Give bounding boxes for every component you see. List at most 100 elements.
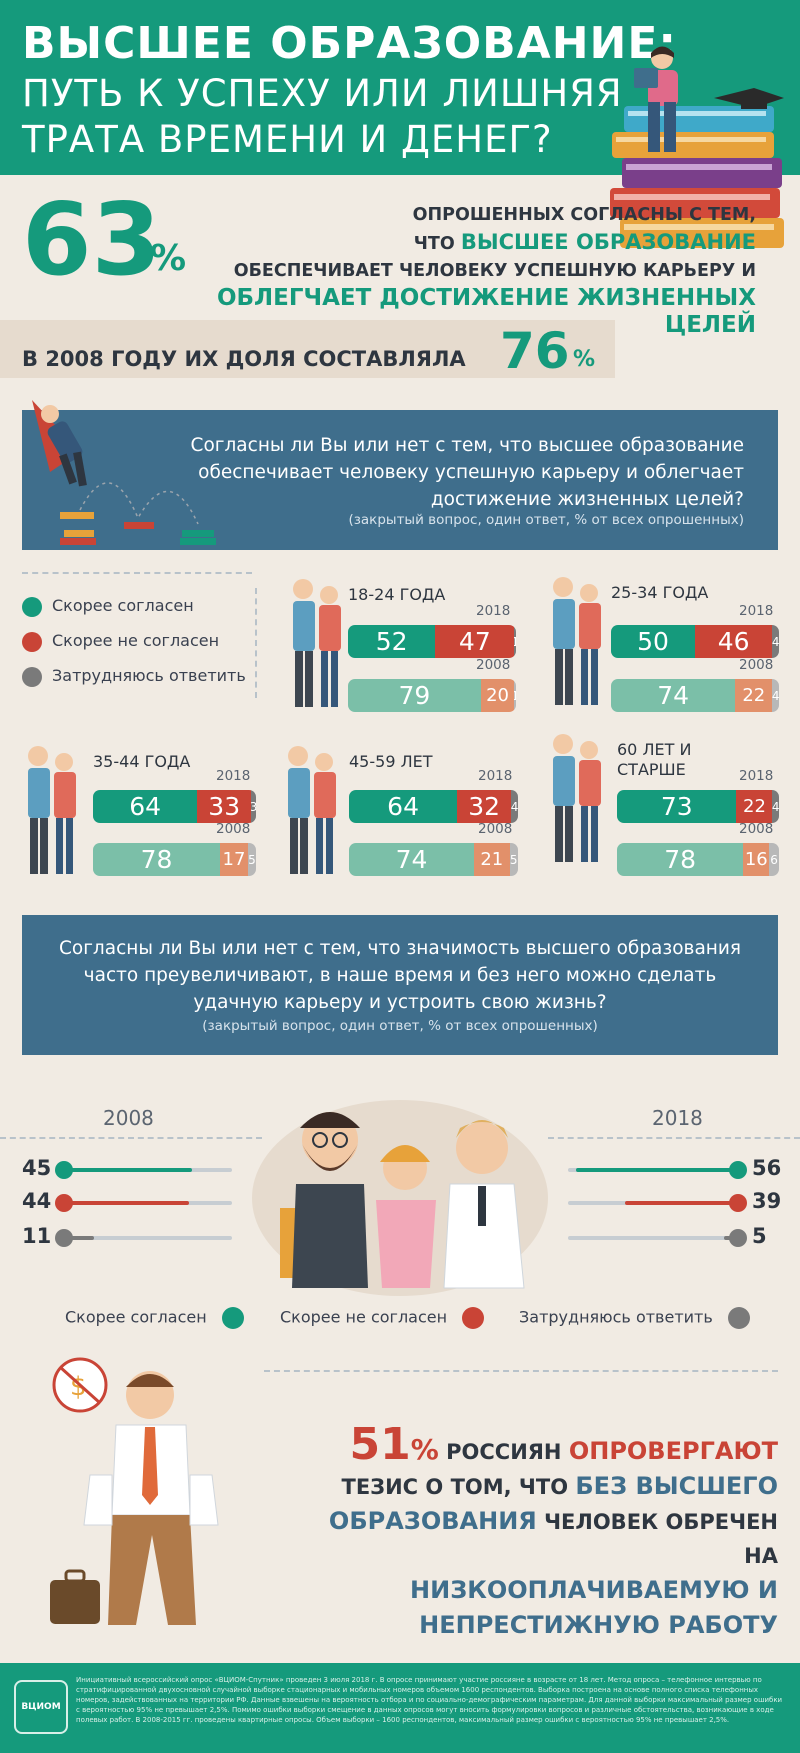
year-label: 2018 (216, 768, 251, 784)
legend2-unsure-dot (727, 1307, 750, 1329)
question2-line3: удачную карьеру и устроить свою жизнь? (193, 992, 607, 1013)
age-group-label: 25-34 ГОДА (611, 583, 709, 602)
stacked-bar-y2018: 52471 (348, 625, 516, 658)
dot-2018 (729, 1194, 747, 1212)
page-title: ВЫСШЕЕ ОБРАЗОВАНИЕ: (22, 18, 678, 69)
dot-2008 (55, 1194, 73, 1212)
fill-2018 (625, 1201, 738, 1205)
final-line5: непрестижную работу (300, 1608, 778, 1643)
final-highlight-red: опровергают (568, 1437, 778, 1465)
chart-divider-right (548, 1137, 800, 1139)
year-label: 2018 (739, 768, 774, 784)
question2-text: Согласны ли Вы или нет с тем, что значим… (22, 935, 778, 1016)
segment-unsure: 5 (247, 843, 256, 876)
page-subtitle-line2: ТРАТА ВРЕМЕНИ И ДЕНЕГ? (22, 118, 553, 161)
question1-line1: Согласны ли Вы или нет с тем, что высшее… (190, 435, 744, 456)
final-word1: россиян (438, 1440, 569, 1464)
age-group-label: 60 ЛЕТ И СТАРШЕ (617, 740, 692, 779)
segment-agree: 78 (93, 843, 221, 876)
legend-unsure-dot (22, 667, 42, 687)
legend2-unsure: Затрудняюсь ответить (519, 1307, 750, 1329)
value-2018: 39 (752, 1189, 782, 1213)
segment-disagree: 46 (695, 625, 773, 658)
segment-disagree: 17 (220, 843, 248, 876)
value-2008: 45 (22, 1156, 52, 1180)
stacked-bar-y2018: 64 33 3 (93, 790, 256, 823)
segment-unsure: 4 (511, 790, 518, 823)
question1-note: (закрытый вопрос, один ответ, % от всех … (348, 512, 744, 528)
question2-box: Согласны ли Вы или нет с тем, что значим… (22, 915, 778, 1055)
legend-agree-dot (22, 597, 42, 617)
age-group-label: 35-44 ГОДА (93, 752, 191, 771)
segment-unsure: 4 (772, 790, 779, 823)
chart-divider-left (0, 1137, 262, 1139)
books-illustration (610, 46, 784, 248)
man-empty-pockets-illustration: $ (50, 1357, 219, 1625)
track-2008 (62, 1236, 232, 1240)
stat-line1: опрошенных согласны с тем, (412, 205, 756, 225)
year-label: 2018 (476, 603, 511, 619)
segment-disagree: 22 (736, 790, 773, 823)
legend-disagree-dot (22, 632, 42, 652)
year-label: 2008 (478, 821, 513, 837)
stacked-bar-y2008: 74 21 5 (349, 843, 518, 876)
year-label: 2008 (739, 657, 774, 673)
year-label-2008: 2008 (103, 1106, 154, 1130)
value-2008: 11 (22, 1224, 52, 1248)
question2-line1: Согласны ли Вы или нет с тем, что значим… (58, 938, 742, 959)
final-line4: низкооплачиваемую и (300, 1573, 778, 1608)
age-group-label: 18-24 ГОДА (348, 585, 446, 604)
year-label: 2008 (476, 657, 511, 673)
age-group-label: 45-59 ЛЕТ (349, 752, 433, 771)
prev-year-value: 76 (500, 322, 570, 380)
stat-line2-plain: что (413, 234, 461, 254)
stat-description: опрошенных согласны с тем, что высшее об… (208, 202, 756, 339)
segment-disagree: 32 (457, 790, 512, 823)
stat-percent-sign: % (150, 238, 187, 279)
legend-agree-label: Скорее согласен (52, 596, 194, 615)
segment-disagree: 20 (480, 679, 515, 712)
year-label: 2008 (739, 821, 774, 837)
segment-disagree: 33 (197, 790, 252, 823)
segment-agree: 64 (93, 790, 198, 823)
age-group-people-illustration (553, 577, 601, 705)
question1-text: Согласны ли Вы или нет с тем, что высшее… (124, 432, 744, 513)
segment-agree: 64 (349, 790, 458, 823)
age-group-people-illustration (553, 734, 601, 862)
segment-unsure: 1 (514, 625, 516, 658)
segment-disagree: 16 (743, 843, 770, 876)
year-label: 2018 (478, 768, 513, 784)
dot-2008 (55, 1229, 73, 1247)
segment-agree: 74 (611, 679, 736, 712)
segment-agree: 52 (348, 625, 436, 658)
workers-illustration (252, 1100, 548, 1296)
legend-unsure-label: Затрудняюсь ответить (52, 666, 246, 685)
legend-agree: Скорее согласен (22, 596, 194, 617)
final-highlight-blue1: без высшего (575, 1472, 778, 1500)
question2-note: (закрытый вопрос, один ответ, % от всех … (202, 1018, 598, 1034)
stacked-bar-y2008: 74 22 4 (611, 679, 779, 712)
segment-unsure: 1 (514, 679, 516, 712)
age-group-people-illustration (288, 746, 336, 874)
value-2018: 56 (752, 1156, 782, 1180)
segment-agree: 73 (617, 790, 737, 823)
track-2018 (568, 1236, 738, 1240)
stacked-bar-y2018: 64 32 4 (349, 790, 518, 823)
segment-unsure: 6 (769, 843, 779, 876)
final-highlight-blue4: непрестижную работу (419, 1611, 778, 1639)
legend2-agree: Скорее согласен (65, 1307, 244, 1329)
final-statement: 51% россиян опровергают тезис о том, что… (300, 1423, 778, 1643)
flying-student-illustration (32, 400, 216, 545)
segment-unsure: 5 (509, 843, 518, 876)
final-line2: тезис о том, что без высшего (300, 1469, 778, 1504)
segment-disagree: 22 (735, 679, 773, 712)
year-label: 2008 (216, 821, 251, 837)
prev-year-text: В 2008 ГОДУ ИХ ДОЛЯ СОСТАВЛЯЛА (22, 347, 466, 371)
stat-line3: обеспечивает человеку успешную карьеру и (233, 261, 756, 281)
final-word6: человек обречен на (536, 1510, 778, 1568)
page-subtitle-line1: ПУТЬ К УСПЕХУ ИЛИ ЛИШНЯЯ (22, 72, 623, 115)
legend2-disagree: Скорее не согласен (280, 1307, 485, 1329)
legend-unsure: Затрудняюсь ответить (22, 666, 246, 687)
dot-2018 (729, 1161, 747, 1179)
stat-line2: что высшее образование (208, 229, 756, 258)
